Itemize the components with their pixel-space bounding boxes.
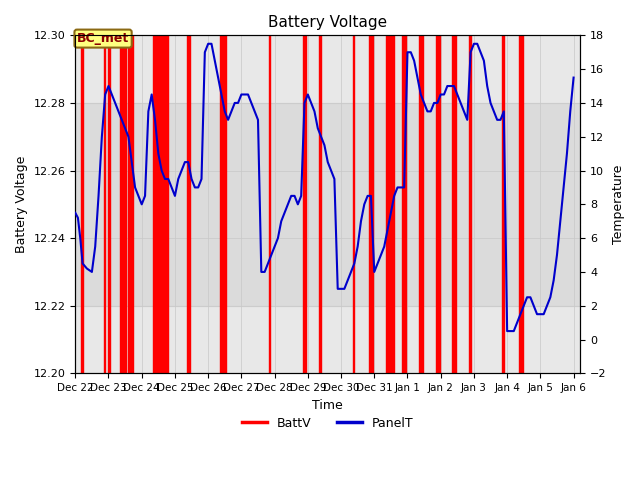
Bar [438, 36, 440, 373]
Bar [522, 36, 523, 373]
Legend: BattV, PanelT: BattV, PanelT [237, 412, 419, 435]
Bar [390, 36, 392, 373]
Bar [369, 36, 372, 373]
Title: Battery Voltage: Battery Voltage [268, 15, 387, 30]
Bar [156, 36, 159, 373]
Bar [269, 36, 270, 373]
Bar [122, 36, 124, 373]
Bar [129, 36, 130, 373]
Bar [392, 36, 394, 373]
Bar [319, 36, 321, 373]
Bar [452, 36, 454, 373]
Bar [125, 36, 127, 373]
Bar [162, 36, 163, 373]
Bar [163, 36, 164, 373]
Bar [166, 36, 168, 373]
Bar [225, 36, 227, 373]
Text: BC_met: BC_met [77, 32, 129, 45]
Bar [388, 36, 390, 373]
Bar [303, 36, 305, 373]
Bar [305, 36, 307, 373]
Bar [189, 36, 190, 373]
Bar [154, 36, 156, 373]
Bar [403, 36, 405, 373]
X-axis label: Time: Time [312, 398, 343, 412]
Bar [436, 36, 438, 373]
Bar [386, 36, 388, 373]
Bar [131, 36, 132, 373]
Bar [165, 36, 166, 373]
Bar [455, 36, 456, 373]
Bar [109, 36, 110, 373]
Bar [405, 36, 406, 373]
Bar [469, 36, 471, 373]
Bar [120, 36, 122, 373]
Bar [220, 36, 221, 373]
Bar [372, 36, 373, 373]
Bar [76, 103, 580, 306]
Bar [159, 36, 161, 373]
Bar [353, 36, 355, 373]
Bar [224, 36, 225, 373]
Bar [419, 36, 421, 373]
Bar [81, 36, 83, 373]
Bar [222, 36, 223, 373]
Bar [187, 36, 188, 373]
Bar [422, 36, 423, 373]
Y-axis label: Battery Voltage: Battery Voltage [15, 156, 28, 253]
Bar [502, 36, 504, 373]
Bar [519, 36, 521, 373]
Y-axis label: Temperature: Temperature [612, 165, 625, 244]
